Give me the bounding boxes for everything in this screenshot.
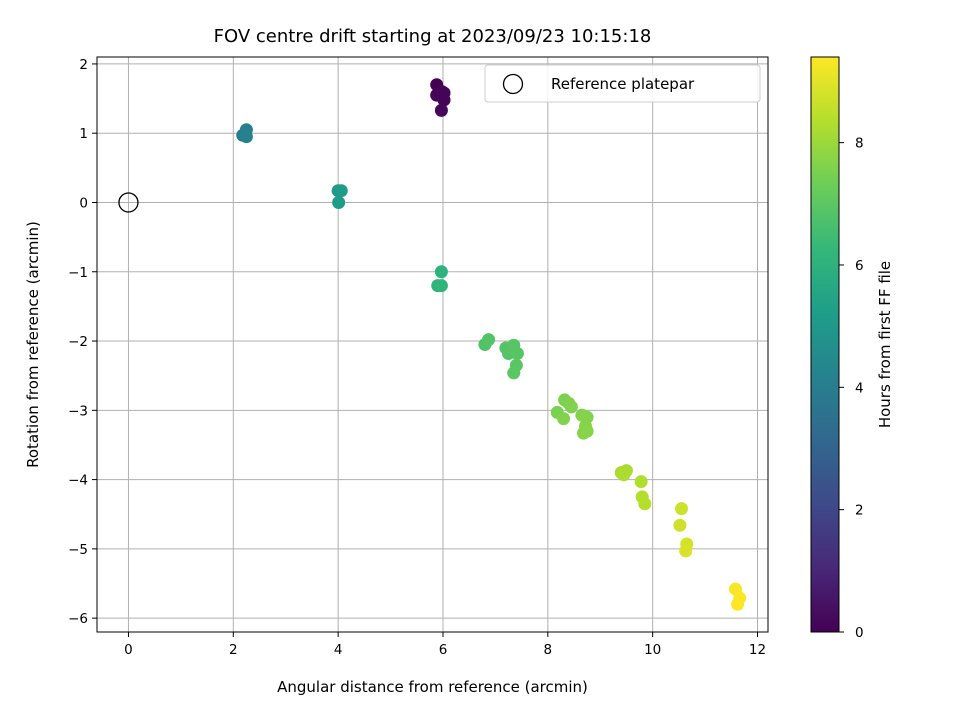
data-point — [510, 347, 524, 361]
x-tick-label: 6 — [439, 642, 448, 658]
legend: Reference platepar — [484, 64, 761, 103]
data-point — [638, 497, 652, 511]
y-tick-label: −5 — [68, 542, 88, 558]
data-point — [434, 103, 448, 117]
y-tick-label: −2 — [68, 334, 88, 350]
y-axis: −6 −5 −4 −3 −2 −1 0 1 2 — [68, 57, 97, 627]
x-tick-label: 10 — [644, 642, 661, 658]
x-tick-label: 8 — [544, 642, 553, 658]
plot-frame — [96, 56, 769, 633]
data-point — [507, 366, 521, 380]
legend-label: Reference platepar — [551, 75, 695, 93]
colorbar-tick-label: 2 — [855, 503, 864, 519]
data-point — [580, 424, 594, 438]
data-point — [564, 400, 578, 414]
y-tick-label: 0 — [79, 195, 88, 211]
colorbar-tick-label: 6 — [855, 258, 864, 274]
colorbar-tick-label: 4 — [855, 380, 864, 396]
data-point — [675, 502, 689, 516]
data-point — [634, 475, 648, 489]
colorbar-tick-label: 0 — [855, 625, 864, 641]
colorbar-ticks: 0 2 4 6 8 — [839, 136, 864, 641]
y-tick-label: −3 — [68, 403, 88, 419]
legend-box — [484, 64, 761, 103]
chart-title: FOV centre drift starting at 2023/09/23 … — [214, 26, 652, 47]
y-tick-label: 2 — [79, 57, 88, 73]
data-point — [673, 518, 687, 532]
data-point — [617, 468, 631, 482]
x-tick-label: 12 — [749, 642, 766, 658]
scatter-points — [236, 78, 747, 611]
x-tick-label: 2 — [229, 642, 238, 658]
colorbar-tick-label: 8 — [855, 136, 864, 152]
y-tick-label: 1 — [79, 126, 88, 142]
data-point — [334, 184, 348, 198]
data-point — [434, 265, 448, 279]
colorbar: 0 2 4 6 8 Hours from first FF file — [810, 56, 894, 641]
x-tick-label: 0 — [124, 642, 133, 658]
data-point — [239, 130, 253, 144]
y-tick-label: −6 — [68, 611, 88, 627]
colorbar-frame — [810, 56, 840, 633]
x-tick-label: 4 — [334, 642, 343, 658]
y-tick-label: −1 — [68, 265, 88, 281]
x-axis-title: Angular distance from reference (arcmin) — [277, 678, 588, 696]
y-tick-label: −4 — [68, 473, 88, 489]
data-point — [434, 279, 448, 293]
data-point — [332, 195, 346, 209]
reference-point — [118, 192, 139, 213]
data-point — [557, 412, 571, 426]
data-point — [731, 597, 745, 611]
data-point — [437, 93, 451, 107]
grid — [97, 57, 768, 632]
colorbar-title: Hours from first FF file — [876, 261, 894, 428]
colorbar-gradient — [811, 57, 839, 632]
y-axis-title: Rotation from reference (arcmin) — [24, 221, 42, 468]
legend-marker — [502, 73, 524, 95]
data-point — [679, 544, 693, 558]
x-axis: 0 2 4 6 8 10 12 — [124, 632, 766, 658]
data-point — [482, 333, 496, 347]
